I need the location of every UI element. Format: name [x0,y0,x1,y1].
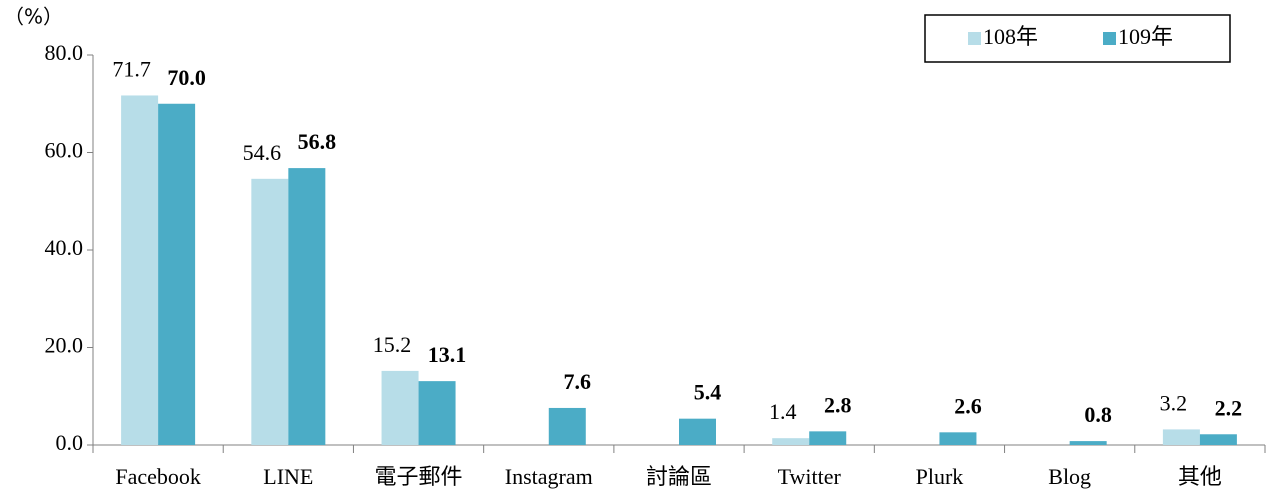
x-tick-label: Facebook [115,464,201,489]
y-tick-label: 60.0 [45,138,84,163]
legend-swatch [968,32,981,45]
bar [939,432,977,445]
bar [679,418,716,445]
bar [381,370,419,445]
y-tick-label: 0.0 [56,430,84,455]
y-tick-label: 20.0 [45,333,84,358]
bar [1069,441,1107,445]
bar [121,95,159,446]
bar [418,381,456,445]
value-label: 2.6 [954,393,982,418]
bar [251,178,289,445]
x-tick-label: Blog [1048,464,1091,489]
bar [548,407,586,445]
y-tick-label: 80.0 [45,40,84,65]
unit-label: （%） [4,5,63,29]
bar [1199,434,1237,445]
x-tick-label: LINE [263,464,313,489]
bar [1162,429,1200,445]
value-label: 56.8 [298,129,337,154]
bar [288,168,326,445]
value-label: 2.8 [824,392,852,417]
x-tick-label: 其他 [1178,464,1222,489]
value-label: 70.0 [167,65,206,90]
x-tick-label: 電子郵件 [375,464,463,489]
bar [158,103,196,445]
bar [809,431,847,445]
x-tick-label: Twitter [778,464,842,489]
y-tick-label: 40.0 [45,235,84,260]
value-label: 2.2 [1215,395,1243,420]
x-tick-label: Plurk [916,464,964,489]
value-label: 5.4 [694,380,722,405]
value-label: 7.6 [564,369,592,394]
value-label: 0.8 [1084,402,1112,427]
value-label: 13.1 [428,342,467,367]
legend-label: 109年 [1118,24,1173,49]
value-label: 3.2 [1160,390,1188,415]
legend-label: 108年 [983,24,1038,49]
value-label: 15.2 [373,332,412,357]
x-tick-label: 討論區 [646,464,712,489]
value-label: 71.7 [112,57,151,82]
legend-swatch [1103,32,1116,45]
x-tick-label: Instagram [505,464,593,489]
bar [772,438,810,445]
value-label: 54.6 [243,140,282,165]
value-label: 1.4 [769,399,797,424]
